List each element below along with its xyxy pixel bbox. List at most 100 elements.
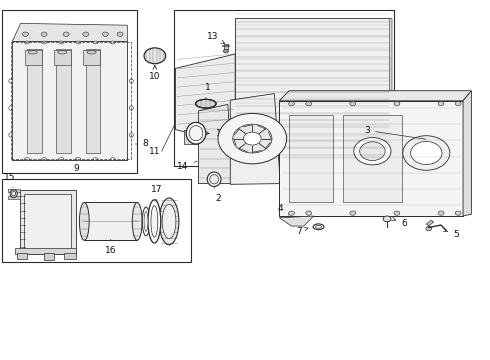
Ellipse shape [59, 41, 64, 44]
Circle shape [289, 211, 294, 215]
Text: 10: 10 [149, 66, 161, 81]
Circle shape [218, 113, 287, 164]
Ellipse shape [210, 175, 219, 184]
Circle shape [411, 141, 442, 165]
Polygon shape [84, 202, 137, 240]
Polygon shape [27, 49, 42, 153]
Polygon shape [64, 253, 76, 259]
Ellipse shape [9, 79, 13, 83]
Circle shape [306, 102, 312, 106]
Ellipse shape [79, 202, 89, 240]
Polygon shape [12, 153, 127, 160]
Ellipse shape [76, 41, 81, 44]
Circle shape [144, 48, 166, 64]
Ellipse shape [196, 99, 216, 108]
Ellipse shape [24, 158, 29, 161]
Ellipse shape [42, 41, 47, 44]
Polygon shape [390, 18, 392, 159]
Circle shape [360, 142, 385, 161]
Text: 14: 14 [177, 161, 197, 171]
Circle shape [438, 102, 444, 106]
Ellipse shape [9, 106, 13, 110]
Polygon shape [184, 130, 235, 144]
Text: 13: 13 [207, 32, 225, 44]
Ellipse shape [93, 158, 98, 161]
Circle shape [244, 132, 261, 145]
Circle shape [403, 136, 450, 170]
Circle shape [350, 102, 356, 106]
Text: 8: 8 [135, 139, 148, 148]
Polygon shape [24, 50, 42, 65]
Circle shape [383, 216, 391, 222]
Circle shape [455, 211, 461, 215]
Text: 11: 11 [149, 148, 160, 156]
Ellipse shape [93, 41, 98, 44]
Circle shape [394, 102, 400, 106]
Ellipse shape [316, 225, 321, 228]
Ellipse shape [58, 50, 67, 54]
Text: 17: 17 [151, 185, 163, 202]
Ellipse shape [144, 211, 148, 231]
Ellipse shape [42, 158, 47, 161]
Circle shape [102, 32, 108, 36]
Text: 3: 3 [364, 126, 426, 139]
Polygon shape [222, 45, 229, 46]
Circle shape [426, 226, 432, 231]
Polygon shape [86, 49, 100, 153]
Polygon shape [17, 253, 27, 259]
Text: 15: 15 [4, 173, 16, 188]
Bar [174, 10, 394, 166]
Bar [2, 10, 137, 173]
Polygon shape [224, 44, 228, 50]
Text: 9: 9 [73, 158, 79, 173]
Circle shape [306, 211, 312, 215]
Text: 16: 16 [105, 239, 117, 255]
Ellipse shape [76, 158, 81, 161]
Ellipse shape [189, 126, 203, 141]
Ellipse shape [110, 41, 115, 44]
Text: 1: 1 [205, 83, 211, 98]
Ellipse shape [9, 133, 13, 137]
Polygon shape [198, 104, 233, 184]
Polygon shape [20, 190, 76, 254]
Polygon shape [56, 49, 71, 153]
Circle shape [289, 102, 294, 106]
Text: 7: 7 [296, 227, 308, 236]
Polygon shape [44, 253, 54, 260]
Ellipse shape [207, 172, 221, 186]
Polygon shape [12, 41, 127, 160]
Text: 5: 5 [443, 228, 459, 239]
Bar [2, 179, 191, 262]
Circle shape [233, 124, 272, 153]
Circle shape [63, 32, 69, 36]
Circle shape [117, 32, 123, 36]
Polygon shape [235, 18, 390, 159]
Circle shape [41, 32, 47, 36]
Ellipse shape [132, 202, 142, 240]
Polygon shape [83, 50, 100, 65]
Circle shape [394, 211, 400, 215]
Polygon shape [279, 101, 463, 216]
Polygon shape [175, 54, 235, 144]
Polygon shape [289, 115, 333, 202]
Ellipse shape [59, 158, 64, 161]
Ellipse shape [87, 50, 96, 54]
Ellipse shape [129, 79, 133, 83]
Ellipse shape [110, 158, 115, 161]
Text: 6: 6 [392, 217, 408, 228]
Ellipse shape [142, 207, 150, 236]
Polygon shape [8, 189, 20, 192]
Ellipse shape [129, 106, 133, 110]
Polygon shape [426, 220, 434, 226]
Circle shape [223, 49, 228, 53]
Ellipse shape [10, 190, 18, 198]
Polygon shape [8, 196, 20, 199]
Polygon shape [54, 50, 71, 65]
Polygon shape [279, 216, 314, 226]
Circle shape [83, 32, 89, 36]
Polygon shape [463, 91, 471, 216]
Polygon shape [24, 194, 71, 249]
Polygon shape [279, 91, 471, 101]
Ellipse shape [148, 200, 161, 243]
Polygon shape [15, 248, 76, 254]
